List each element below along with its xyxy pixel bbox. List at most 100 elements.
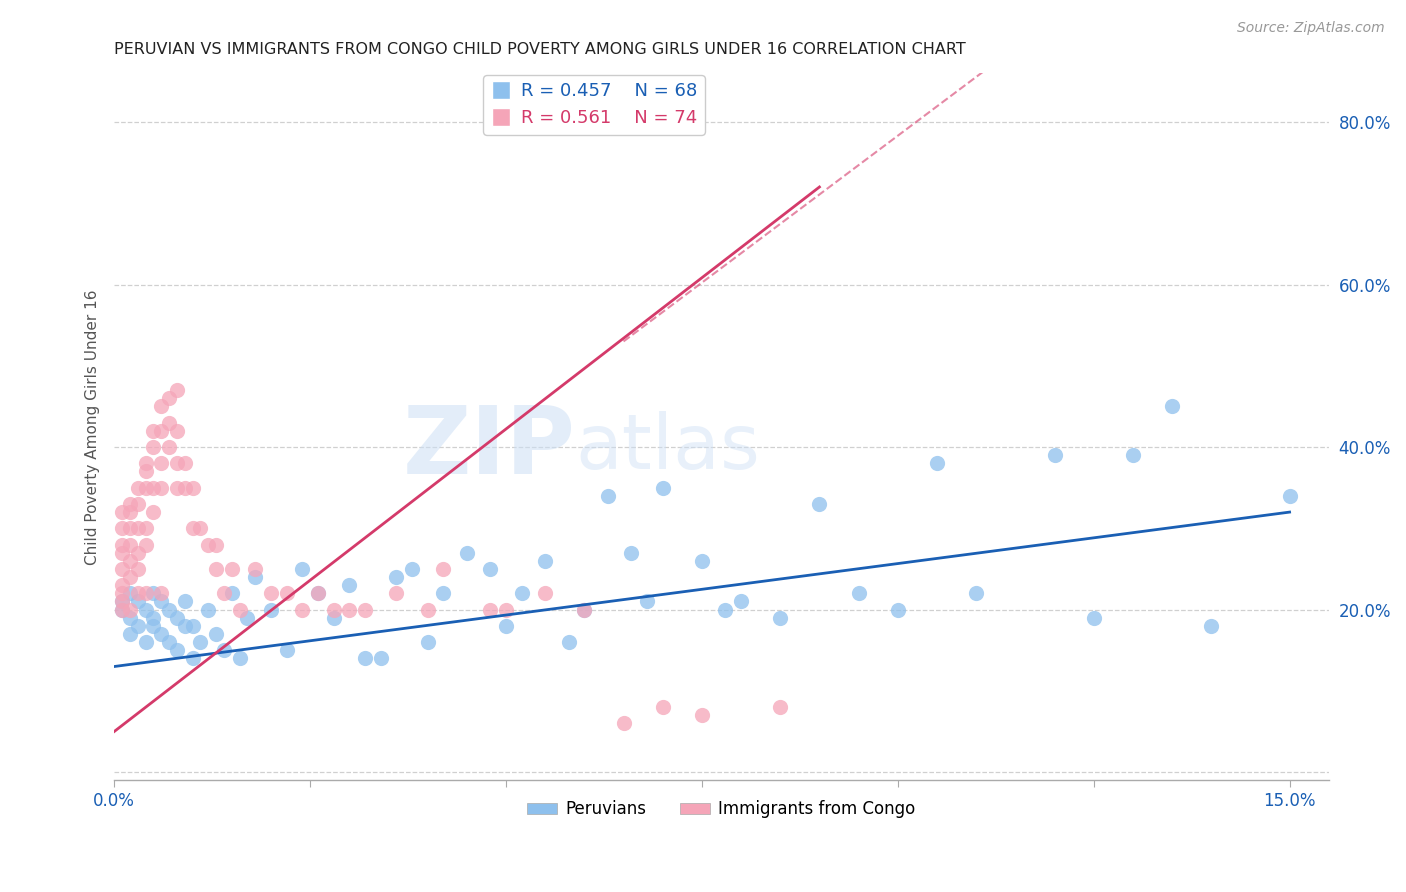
- Point: [205, 562, 228, 576]
- Point: [1122, 448, 1144, 462]
- Point: [150, 424, 173, 438]
- Point: [636, 594, 658, 608]
- Point: [150, 594, 173, 608]
- Legend: Peruvians, Immigrants from Congo: Peruvians, Immigrants from Congo: [520, 794, 922, 825]
- Text: PERUVIAN VS IMMIGRANTS FROM CONGO CHILD POVERTY AMONG GIRLS UNDER 16 CORRELATION: PERUVIAN VS IMMIGRANTS FROM CONGO CHILD …: [114, 42, 966, 57]
- Point: [127, 497, 149, 511]
- Point: [135, 481, 157, 495]
- Point: [111, 602, 134, 616]
- Point: [221, 562, 243, 576]
- Point: [432, 562, 454, 576]
- Point: [150, 456, 173, 470]
- Point: [118, 505, 141, 519]
- Point: [181, 521, 204, 535]
- Point: [479, 602, 502, 616]
- Point: [135, 538, 157, 552]
- Point: [150, 481, 173, 495]
- Point: [620, 546, 643, 560]
- Point: [157, 635, 180, 649]
- Point: [111, 538, 134, 552]
- Point: [848, 586, 870, 600]
- Point: [173, 456, 195, 470]
- Point: [166, 456, 188, 470]
- Point: [212, 586, 235, 600]
- Text: Source: ZipAtlas.com: Source: ZipAtlas.com: [1237, 21, 1385, 35]
- Point: [157, 602, 180, 616]
- Point: [118, 521, 141, 535]
- Point: [221, 586, 243, 600]
- Point: [307, 586, 329, 600]
- Point: [127, 481, 149, 495]
- Point: [127, 594, 149, 608]
- Point: [337, 602, 360, 616]
- Point: [127, 562, 149, 576]
- Point: [385, 586, 408, 600]
- Point: [142, 424, 165, 438]
- Point: [142, 505, 165, 519]
- Point: [166, 643, 188, 657]
- Point: [354, 651, 377, 665]
- Point: [495, 619, 517, 633]
- Point: [432, 586, 454, 600]
- Point: [322, 602, 344, 616]
- Y-axis label: Child Poverty Among Girls Under 16: Child Poverty Among Girls Under 16: [86, 289, 100, 565]
- Point: [307, 586, 329, 600]
- Point: [416, 635, 439, 649]
- Point: [236, 611, 259, 625]
- Point: [228, 602, 250, 616]
- Point: [127, 546, 149, 560]
- Point: [205, 627, 228, 641]
- Point: [127, 586, 149, 600]
- Point: [291, 602, 314, 616]
- Point: [157, 392, 180, 406]
- Point: [612, 716, 634, 731]
- Point: [181, 651, 204, 665]
- Point: [118, 538, 141, 552]
- Point: [150, 627, 173, 641]
- Point: [135, 465, 157, 479]
- Point: [197, 602, 219, 616]
- Point: [111, 505, 134, 519]
- Point: [118, 554, 141, 568]
- Point: [118, 602, 141, 616]
- Point: [1161, 400, 1184, 414]
- Point: [574, 602, 596, 616]
- Point: [190, 635, 212, 649]
- Point: [111, 546, 134, 560]
- Point: [111, 578, 134, 592]
- Point: [337, 578, 360, 592]
- Point: [456, 546, 478, 560]
- Point: [557, 635, 579, 649]
- Point: [118, 627, 141, 641]
- Point: [574, 602, 596, 616]
- Point: [111, 594, 134, 608]
- Point: [142, 611, 165, 625]
- Point: [479, 562, 502, 576]
- Point: [118, 497, 141, 511]
- Point: [651, 481, 673, 495]
- Point: [1199, 619, 1222, 633]
- Point: [135, 602, 157, 616]
- Point: [111, 521, 134, 535]
- Point: [135, 635, 157, 649]
- Point: [1083, 611, 1105, 625]
- Point: [260, 602, 283, 616]
- Point: [166, 611, 188, 625]
- Point: [245, 570, 267, 584]
- Point: [166, 383, 188, 397]
- Point: [157, 440, 180, 454]
- Point: [142, 440, 165, 454]
- Point: [111, 602, 134, 616]
- Point: [1278, 489, 1301, 503]
- Point: [245, 562, 267, 576]
- Point: [118, 586, 141, 600]
- Point: [730, 594, 752, 608]
- Point: [510, 586, 533, 600]
- Text: atlas: atlas: [575, 411, 761, 485]
- Point: [157, 416, 180, 430]
- Point: [127, 619, 149, 633]
- Point: [651, 700, 673, 714]
- Point: [142, 619, 165, 633]
- Point: [887, 602, 910, 616]
- Point: [212, 643, 235, 657]
